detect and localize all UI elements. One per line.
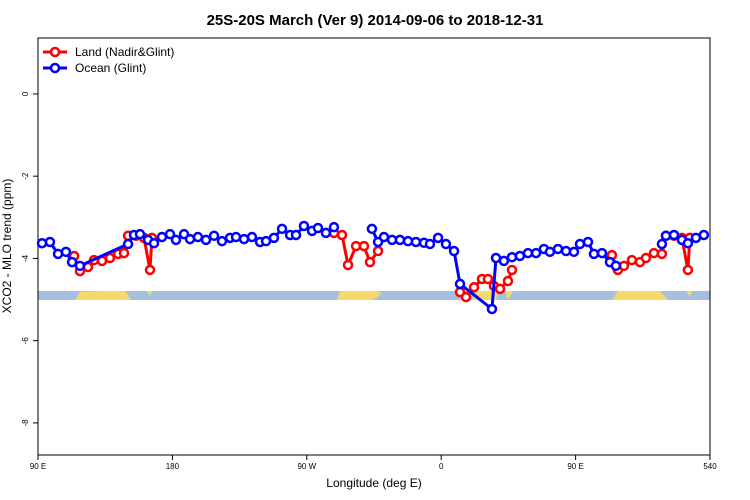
x-tick-label: 90 E: [567, 462, 583, 471]
data-point: [640, 252, 652, 264]
data-point: [410, 236, 422, 248]
chart-title: 25S-20S March (Ver 9) 2014-09-06 to 2018…: [207, 12, 544, 29]
y-tick-label: 0: [21, 91, 30, 96]
data-point: [610, 260, 622, 272]
data-point: [514, 250, 526, 262]
x-tick-label: 90 E: [30, 462, 46, 471]
land-patch: [505, 291, 513, 300]
data-point: [482, 273, 494, 285]
surface-strip: [38, 291, 710, 300]
data-point: [626, 254, 638, 266]
land-patch: [686, 291, 692, 297]
data-point: [506, 251, 518, 263]
land-patch: [147, 291, 152, 296]
land-patch: [612, 291, 668, 300]
y-tick-label: -4: [21, 254, 30, 262]
data-point: [104, 252, 116, 264]
data-point: [134, 228, 146, 240]
series: [36, 220, 710, 315]
land-patch: [75, 291, 131, 300]
data-point: [568, 246, 580, 258]
data-point: [122, 238, 134, 250]
data-point: [36, 237, 48, 249]
legend-marker: [49, 62, 61, 74]
y-tick-label: -2: [21, 172, 30, 180]
data-point: [596, 247, 608, 259]
data-point: [552, 243, 564, 255]
data-point: [298, 220, 310, 232]
legend-marker: [49, 46, 61, 58]
data-point: [394, 234, 406, 246]
data-point: [682, 264, 694, 276]
data-point: [148, 237, 160, 249]
data-point: [192, 231, 204, 243]
data-point: [276, 223, 288, 235]
data-point: [60, 246, 72, 258]
data-point: [698, 229, 710, 241]
data-point: [486, 303, 498, 315]
data-point: [506, 264, 518, 276]
data-point: [424, 238, 436, 250]
data-point: [460, 291, 472, 303]
y-tick-label: -6: [21, 337, 30, 345]
x-tick-label: 90 W: [297, 462, 316, 471]
x-tick-label: 180: [166, 462, 180, 471]
data-point: [656, 248, 668, 260]
data-point: [502, 275, 514, 287]
legend-label: Land (Nadir&Glint): [75, 45, 174, 59]
data-point: [668, 229, 680, 241]
data-point: [268, 232, 280, 244]
data-point: [432, 232, 444, 244]
data-point: [336, 229, 348, 241]
data-point: [74, 260, 86, 272]
plot-frame: [37, 37, 711, 456]
data-point: [498, 255, 510, 267]
data-point: [682, 237, 694, 249]
data-point: [328, 221, 340, 233]
data-point: [170, 234, 182, 246]
data-point: [358, 240, 370, 252]
data-point: [494, 283, 506, 295]
y-axis-label: XCO2 - MLO trend (ppm): [0, 179, 14, 314]
x-axis-label: Longitude (deg E): [326, 476, 421, 490]
data-point: [440, 238, 452, 250]
data-point: [574, 238, 586, 250]
data-point: [366, 223, 378, 235]
data-point: [156, 231, 168, 243]
data-point: [660, 230, 672, 242]
data-point: [312, 222, 324, 234]
x-tick-label: 540: [703, 462, 717, 471]
data-point: [618, 260, 630, 272]
data-point: [118, 247, 130, 259]
data-point: [246, 231, 258, 243]
x-tick-label: 0: [439, 462, 444, 471]
data-point: [372, 245, 384, 257]
data-point: [320, 227, 332, 239]
data-point: [164, 228, 176, 240]
data-point: [44, 236, 56, 248]
data-point: [468, 281, 480, 293]
data-point: [530, 247, 542, 259]
y-tick-label: -8: [21, 419, 30, 427]
data-point: [216, 235, 228, 247]
data-point: [656, 238, 668, 250]
data-point: [200, 234, 212, 246]
data-point: [448, 245, 460, 257]
data-point: [378, 231, 390, 243]
legend-label: Ocean (Glint): [75, 61, 146, 75]
data-point: [230, 231, 242, 243]
data-point: [66, 256, 78, 268]
data-point: [522, 247, 534, 259]
data-point: [582, 236, 594, 248]
data-point: [208, 230, 220, 242]
data-point: [364, 256, 376, 268]
land-patch: [337, 291, 382, 300]
data-point: [342, 259, 354, 271]
data-point: [454, 278, 466, 290]
data-point: [290, 229, 302, 241]
data-point: [588, 248, 600, 260]
data-point: [544, 246, 556, 258]
data-point: [144, 264, 156, 276]
